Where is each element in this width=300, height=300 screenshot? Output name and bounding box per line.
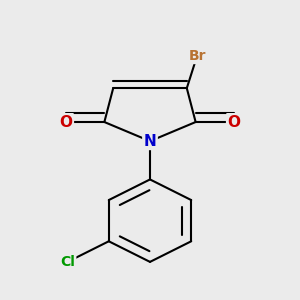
- Text: O: O: [60, 115, 73, 130]
- Text: O: O: [227, 115, 240, 130]
- Text: Br: Br: [188, 49, 206, 63]
- Text: N: N: [144, 134, 156, 149]
- Text: Cl: Cl: [60, 255, 75, 269]
